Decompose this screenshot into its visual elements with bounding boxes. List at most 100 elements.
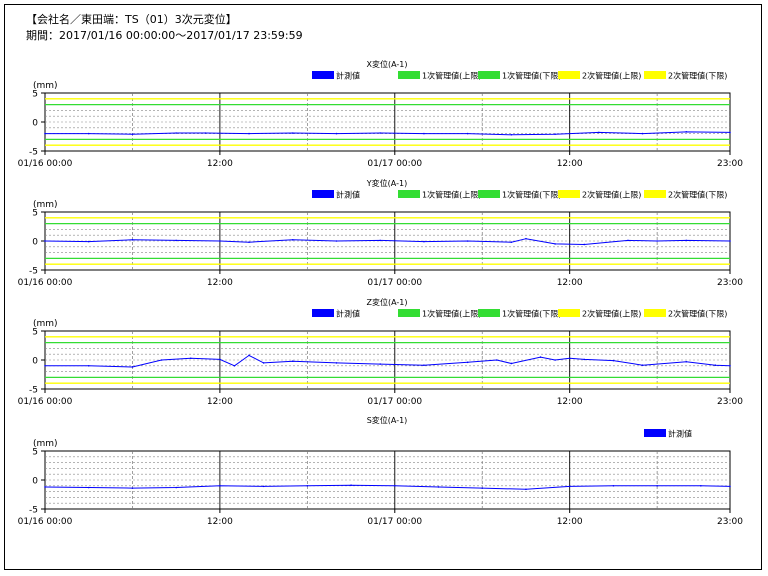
panel2-legend-label-3: 1次管理値(下限) [502, 190, 561, 200]
panel1-data-point [729, 131, 731, 134]
panel1-data-point [466, 132, 469, 135]
panel2-xtick-label-4: 12:00 [557, 278, 583, 288]
panel4-xtick-label-5: 23:00 [717, 517, 743, 527]
panel4-data-point [525, 488, 527, 491]
panel4-data-point [87, 486, 90, 489]
panel3-data-point [510, 362, 513, 365]
panel4-data-point [656, 485, 658, 487]
panel3-data-point [539, 356, 542, 358]
panel3-legend-label-3: 1次管理値(下限) [502, 309, 561, 319]
panel1-data-point [554, 133, 556, 135]
panel3-legend-label-5: 2次管理値(下限) [668, 309, 727, 319]
panel4-data-point [481, 487, 484, 489]
panel2-data-point [685, 239, 688, 242]
panel3-xtick-label-5: 23:00 [717, 397, 743, 407]
panel4-ytick-label-1: 5 [32, 448, 38, 458]
panel3-data-point [714, 364, 717, 367]
panel1-data-point [175, 132, 177, 134]
panel2-xtick-label-1: 01/16 00:00 [18, 278, 73, 288]
panel3-data-point [160, 359, 163, 361]
panel4-data-point [350, 484, 352, 487]
panel3-plot-border [44, 330, 731, 390]
panel2-data-point [379, 239, 382, 242]
panel3-series-line [45, 354, 731, 368]
panel4-title: S変位(A-1) [367, 415, 408, 425]
panel2-xtick-label-2: 12:00 [207, 278, 233, 288]
panel3-legend-label-4: 2次管理値(上限) [582, 309, 641, 319]
panel3-legend-label-1: 計測値 [336, 309, 360, 319]
panel1-data-point [204, 132, 207, 134]
panel2-legend-label-4: 2次管理値(上限) [582, 190, 641, 200]
panel3-data-point [189, 357, 192, 360]
panel1-legend-label-3: 1次管理値(下限) [502, 71, 561, 81]
panel3-data-point [612, 359, 615, 362]
panel3-xtick-label-3: 01/17 00:00 [367, 397, 422, 407]
panel2-data-point [291, 239, 294, 241]
panel3-data-point [262, 362, 265, 364]
panel2-legend-swatch-1 [312, 190, 334, 198]
panel1-legend-swatch-4 [558, 71, 580, 79]
panel4-ytick-label-3: -5 [29, 506, 38, 516]
chart-frame [4, 4, 762, 570]
panel4-data-point [262, 485, 265, 488]
panel1-y-unit: (mm) [33, 81, 58, 91]
panel1-data-point [335, 132, 338, 135]
panel2-legend-label-1: 計測値 [336, 190, 360, 200]
panel2-legend-swatch-2 [398, 190, 420, 198]
panel1-ytick-label-3: -5 [29, 148, 38, 158]
panel3-legend-label-2: 1次管理値(上限) [422, 309, 481, 319]
panel2-data-point [510, 241, 513, 243]
panel1-ytick-label-2: 0 [32, 119, 38, 129]
panel3-data-point [641, 364, 644, 367]
panel4-y-unit: (mm) [33, 439, 58, 449]
panel3-ytick-label-3: -5 [29, 386, 38, 396]
panel2-data-point [219, 240, 221, 242]
panel4-series-line [44, 484, 731, 490]
panel2-data-point [729, 240, 731, 242]
panel2-title: Y変位(A-1) [366, 178, 407, 188]
panel2-data-point [525, 237, 527, 240]
panel1-plot-border [44, 92, 731, 152]
panel3-data-point [685, 360, 688, 363]
panel3-legend-swatch-4 [558, 309, 580, 317]
panel1-title: X変位(A-1) [367, 59, 408, 69]
panel2-data-point [44, 240, 46, 242]
panel2-y-unit: (mm) [33, 200, 58, 210]
panel1-data-point [87, 132, 90, 135]
panel3-data-point [379, 363, 382, 365]
panel4-xtick-label-4: 12:00 [557, 517, 583, 527]
panel4-data-point [175, 486, 177, 489]
panel3-legend-swatch-1 [312, 309, 334, 317]
panel2-legend-swatch-4 [558, 190, 580, 198]
panel1-xtick-label-4: 12:00 [557, 159, 583, 169]
panel2-data-point [423, 240, 425, 243]
page-title: 【会社名／東田端：TS（01）3次元変位】 [26, 13, 237, 26]
panel1-xtick-label-2: 12:00 [207, 159, 233, 169]
panel3-title: Z変位(A-1) [367, 297, 408, 307]
panel1-data-point [291, 132, 294, 134]
panel1-data-point [641, 132, 644, 135]
panel2-data-point [248, 241, 250, 243]
panel1-legend-swatch-5 [644, 71, 666, 79]
panel4-xtick-label-2: 12:00 [207, 517, 233, 527]
panel4-legend-label-1: 計測値 [668, 429, 692, 439]
panel3-xtick-label-2: 12:00 [207, 397, 233, 407]
panel4-data-point [393, 485, 396, 487]
panel2-legend-swatch-5 [644, 190, 666, 198]
panel2-data-point [554, 243, 556, 245]
panel2-data-point [175, 239, 177, 242]
panel4-legend-swatch-1 [644, 429, 666, 437]
panel3-data-point [219, 358, 221, 361]
panel3-legend-swatch-2 [398, 309, 420, 317]
panel2-ytick-label-1: 5 [32, 209, 38, 219]
period-label: 期間：2017/01/16 00:00:00～2017/01/17 23:59:… [26, 29, 303, 42]
panel2-data-point [87, 240, 90, 243]
panel4-data-point [131, 487, 134, 489]
panel2-legend-swatch-3 [478, 190, 500, 198]
panel3-y-unit: (mm) [33, 319, 58, 329]
panel2-legend-label-5: 2次管理値(下限) [668, 190, 727, 200]
panel3-legend-swatch-3 [478, 309, 500, 317]
panel4-xtick-label-3: 01/17 00:00 [367, 517, 422, 527]
panel4-data-point [219, 485, 221, 487]
